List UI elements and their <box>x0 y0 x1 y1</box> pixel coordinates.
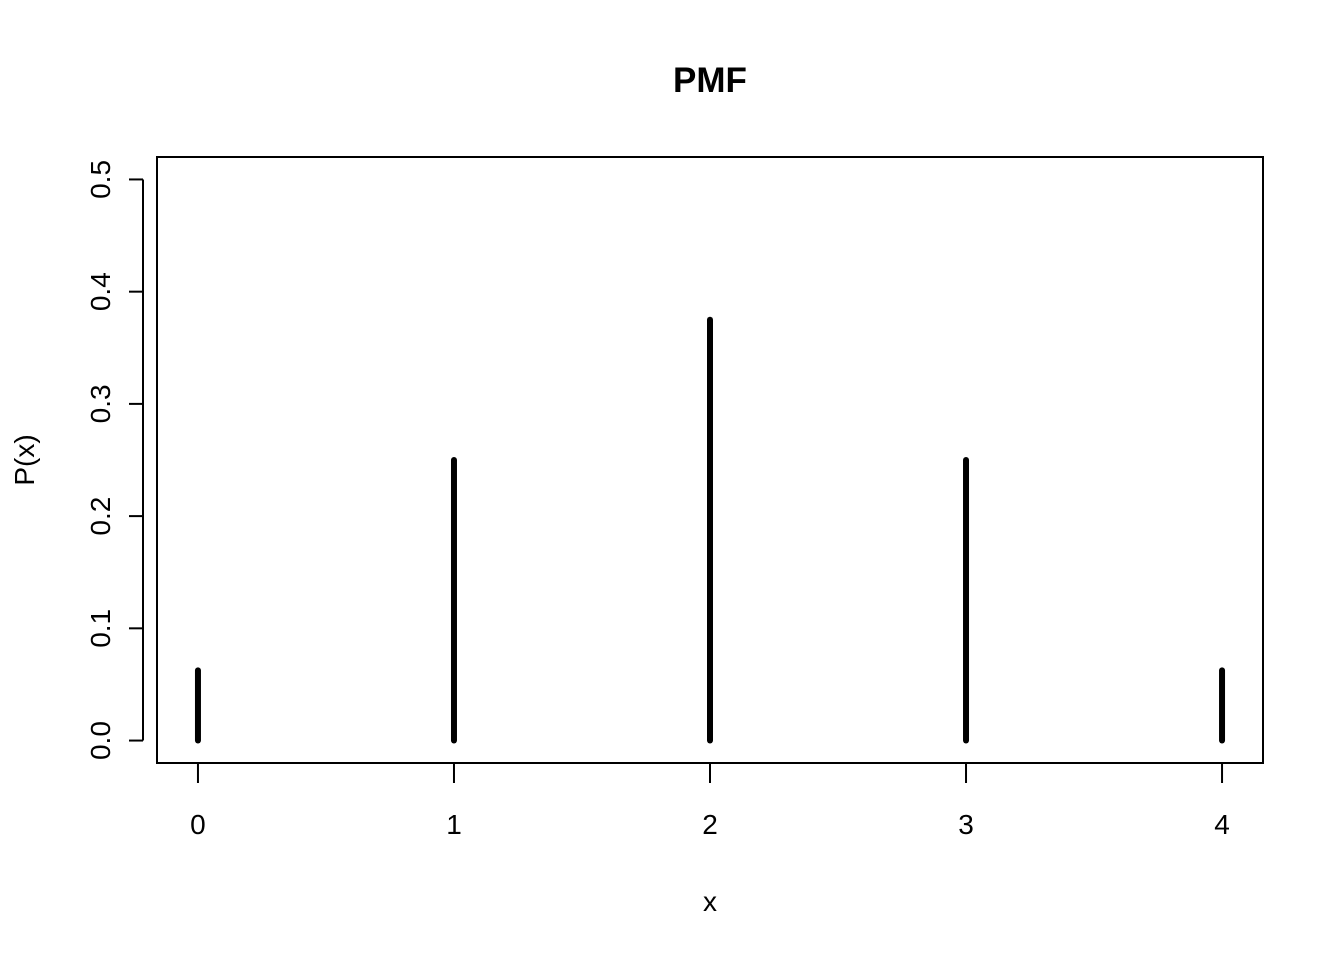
chart-title: PMF <box>673 61 747 100</box>
y-axis-label: P(x) <box>9 434 40 485</box>
x-axis: 0 1 2 3 4 <box>190 762 1230 840</box>
y-tick-label: 0.5 <box>85 160 116 199</box>
x-tick-label: 3 <box>958 809 974 840</box>
y-tick-label: 0.0 <box>85 721 116 760</box>
y-tick-label: 0.4 <box>85 272 116 311</box>
x-tick-label: 0 <box>190 809 206 840</box>
y-tick-label: 0.2 <box>85 497 116 536</box>
y-tick-label: 0.3 <box>85 384 116 423</box>
stems <box>194 316 1226 744</box>
y-tick-label: 0.1 <box>85 609 116 648</box>
y-axis: 0.0 0.1 0.2 0.3 0.4 0.5 <box>85 160 144 760</box>
x-axis-label: x <box>703 886 717 917</box>
x-tick-label: 1 <box>446 809 462 840</box>
x-tick-label: 4 <box>1214 809 1230 840</box>
x-tick-label: 2 <box>702 809 718 840</box>
